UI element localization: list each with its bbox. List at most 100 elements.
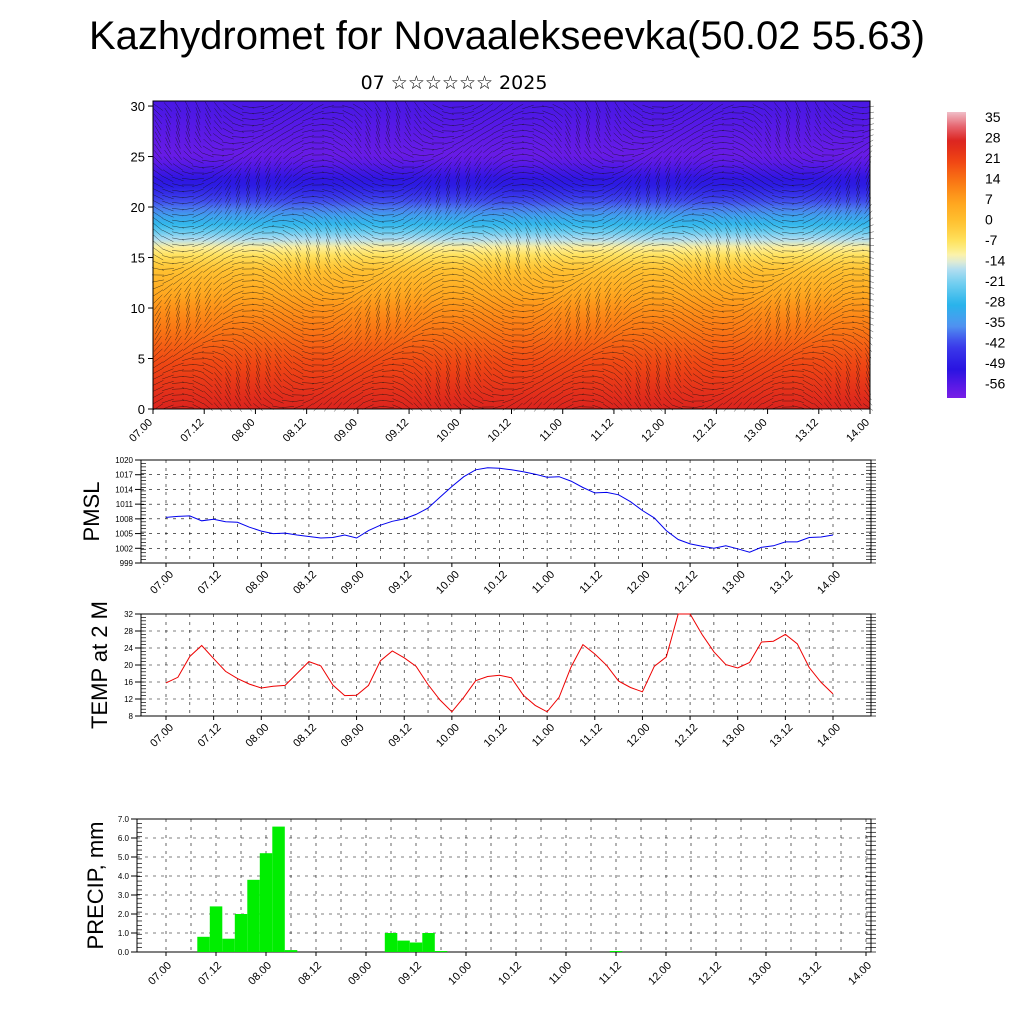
wind-barb: [796, 305, 800, 317]
wind-barb: [262, 302, 274, 308]
y-tick-label: 16: [124, 678, 133, 687]
wind-barb: [552, 397, 564, 405]
wind-barb: [721, 364, 735, 366]
wind-barb: [323, 396, 333, 406]
wind-barb: [543, 324, 553, 334]
wind-barb: [854, 161, 862, 173]
wind-barb: [385, 101, 391, 113]
wind-barb: [354, 305, 362, 317]
wind-barb: [333, 391, 343, 399]
wind-barb: [721, 147, 735, 151]
wind-barb: [744, 221, 752, 233]
wind-barb: [472, 122, 484, 128]
wind-barb: [693, 360, 703, 370]
wind-barb: [183, 336, 193, 346]
wind-barb: [315, 263, 321, 275]
wind-barb: [292, 399, 304, 403]
wind-barb: [342, 291, 354, 295]
wind-barb: [413, 216, 423, 226]
wind-barb: [373, 282, 383, 292]
wind-barb: [623, 222, 633, 232]
wind-barb: [725, 257, 731, 269]
wind-barb: [222, 248, 234, 254]
wind-barb: [171, 388, 185, 390]
wind-barb: [582, 349, 594, 357]
wind-barb: [445, 191, 451, 203]
wind-barb: [772, 387, 784, 391]
wind-barb: [862, 123, 874, 127]
wind-barb: [273, 264, 283, 274]
wind-barb: [742, 193, 754, 201]
wind-barb: [422, 344, 434, 350]
wind-barb: [802, 182, 814, 188]
wind-barb: [172, 176, 184, 182]
x-tick-label: 08.00: [243, 722, 271, 750]
wind-barb: [553, 240, 563, 250]
wind-barb: [834, 209, 842, 221]
wind-barb: [613, 181, 623, 189]
wind-barb: [762, 169, 774, 177]
wind-barb: [353, 246, 363, 256]
wind-barb: [785, 323, 791, 335]
wind-barb: [716, 251, 720, 263]
wind-barb: [642, 249, 654, 253]
wind-barb: [353, 355, 363, 363]
wind-barb: [622, 253, 634, 261]
wind-barb: [841, 322, 855, 324]
x-tick-label: 12.12: [672, 722, 700, 750]
wind-barb: [812, 362, 824, 368]
wind-barb: [765, 311, 771, 323]
wind-barb: [375, 317, 381, 329]
wind-barb: [342, 391, 354, 399]
wind-barb: [522, 380, 534, 386]
wind-barb: [714, 276, 722, 286]
wind-barb: [562, 229, 574, 237]
wind-barb: [531, 298, 545, 300]
wind-barb: [632, 295, 644, 303]
wind-barb: [525, 239, 531, 251]
wind-barb: [692, 373, 704, 381]
wind-barb: [521, 310, 535, 312]
wind-barb: [384, 329, 392, 341]
wind-barb: [743, 210, 753, 220]
wind-barb: [315, 227, 321, 239]
wind-barb: [542, 355, 554, 363]
wind-barb: [763, 355, 773, 363]
wind-barb: [412, 356, 424, 362]
wind-barb: [235, 197, 241, 209]
wind-barb: [702, 182, 714, 188]
wind-barb: [255, 371, 261, 383]
wind-barb: [672, 289, 684, 297]
wind-barb: [712, 153, 724, 157]
wind-barb: [373, 349, 383, 357]
wind-barb: [683, 289, 693, 297]
wind-barb: [623, 127, 633, 135]
wind-barb: [823, 360, 833, 370]
wind-barb: [442, 141, 454, 145]
wind-barb: [782, 170, 794, 176]
wind-barb: [283, 348, 293, 358]
wind-barb: [273, 283, 283, 291]
wind-barb: [592, 254, 604, 260]
wind-barb: [192, 265, 204, 273]
wind-barb: [443, 223, 453, 231]
wind-barb: [443, 216, 453, 226]
wind-barb: [274, 179, 282, 191]
wind-barb: [154, 143, 162, 155]
wind-barb: [733, 402, 743, 412]
wind-barb: [752, 373, 764, 381]
wind-barb: [262, 290, 274, 296]
wind-barb: [202, 248, 214, 254]
wind-barb: [735, 245, 741, 257]
wind-barb: [645, 203, 651, 215]
x-tick-label: 07.00: [146, 960, 174, 988]
wind-barb: [365, 311, 371, 323]
wind-barb: [422, 265, 434, 273]
wind-barb: [352, 267, 364, 271]
wind-barb: [845, 197, 851, 209]
wind-barb: [264, 191, 272, 203]
wind-barb: [646, 371, 650, 383]
wind-barb: [853, 402, 863, 412]
wind-barb: [232, 152, 244, 158]
wind-barb: [581, 190, 595, 192]
